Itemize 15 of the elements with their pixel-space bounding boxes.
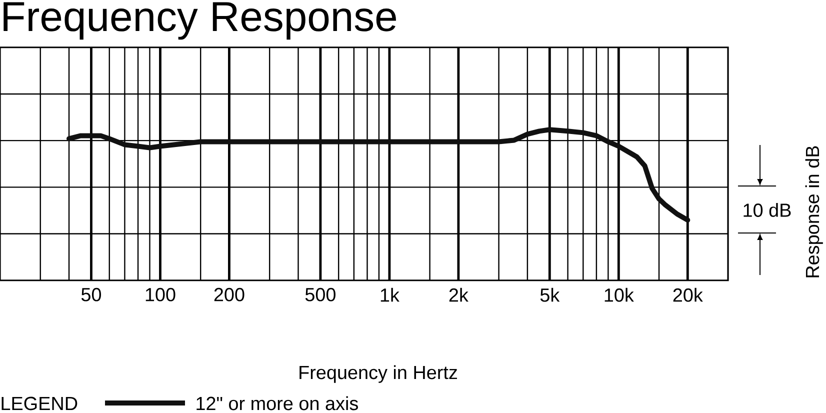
x-tick-label: 50 [81,288,102,302]
x-tick-label: 500 [305,288,336,302]
chart-title: Frequency Response [4,2,396,40]
legend-title: LEGEND [2,396,78,410]
x-tick-label: 2k [449,288,468,302]
x-tick-label: 100 [146,288,176,302]
text: 10 dB [744,203,791,217]
x-tick-label: 5k [540,288,560,302]
x-tick-label: 1k [380,288,400,302]
x-tick-label: 10k [604,288,634,302]
x-tick-label: 20k [673,288,703,302]
x-axis-title: Frequency in Hertz [300,365,457,383]
legend-label: 12" or more on axis [196,396,358,410]
x-tick-label: 200 [214,288,244,302]
y-axis-title: Response in dB [805,146,823,278]
